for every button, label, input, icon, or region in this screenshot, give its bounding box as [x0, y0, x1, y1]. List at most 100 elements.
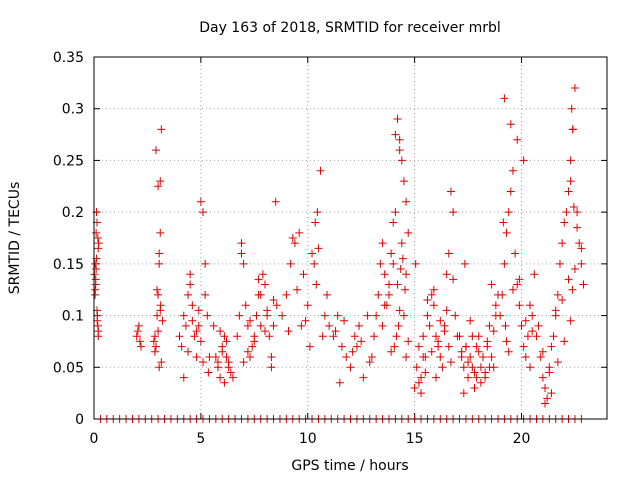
data-point: [93, 316, 102, 325]
data-point: [560, 337, 569, 346]
data-point: [365, 358, 374, 367]
data-point: [272, 301, 281, 310]
data-point: [337, 342, 346, 351]
data-point: [175, 332, 184, 341]
data-point: [577, 244, 586, 253]
data-point: [521, 316, 530, 325]
data-point: [156, 301, 165, 310]
data-point: [513, 280, 522, 289]
data-point: [553, 358, 562, 367]
data-point: [508, 285, 517, 294]
data-point: [177, 342, 186, 351]
x-tick-label: 10: [299, 431, 317, 447]
data-point: [485, 321, 494, 330]
data-point: [151, 146, 160, 155]
data-point: [94, 244, 103, 253]
data-point: [269, 296, 278, 305]
data-point: [564, 187, 573, 196]
data-point: [243, 321, 252, 330]
data-point: [137, 342, 146, 351]
data-point: [555, 259, 564, 268]
data-point: [470, 383, 479, 392]
data-point: [226, 368, 235, 377]
data-point: [398, 254, 407, 263]
data-point: [389, 218, 398, 227]
data-point: [308, 249, 317, 258]
data-point: [290, 239, 299, 248]
data-point: [427, 290, 436, 299]
data-point: [213, 358, 222, 367]
data-point: [566, 316, 575, 325]
data-point: [218, 347, 227, 356]
data-point: [269, 321, 278, 330]
data-point: [199, 358, 208, 367]
data-point: [267, 363, 276, 372]
data-point: [256, 321, 265, 330]
data-point: [432, 332, 440, 341]
data-point: [392, 332, 401, 341]
data-point: [261, 280, 269, 289]
data-point: [256, 290, 265, 299]
data-point: [133, 327, 142, 336]
data-point: [190, 332, 199, 341]
data-point: [502, 337, 511, 346]
data-point: [504, 347, 513, 356]
data-point: [305, 342, 314, 351]
x-tick-labels: 0 5 10 15 20: [90, 431, 531, 447]
data-point: [134, 321, 143, 330]
data-point: [192, 352, 201, 361]
data-point: [459, 389, 468, 398]
data-point: [532, 332, 541, 341]
x-tick-label: 0: [90, 431, 99, 447]
data-point: [468, 332, 477, 341]
data-point: [209, 321, 218, 330]
data-point: [132, 332, 141, 341]
data-point: [184, 347, 193, 356]
data-point: [567, 104, 576, 113]
data-point: [446, 187, 455, 196]
data-point: [194, 321, 203, 330]
data-point: [150, 332, 159, 341]
data-point: [461, 342, 470, 351]
data-point: [157, 125, 166, 134]
data-point: [476, 378, 485, 387]
data-point: [504, 208, 513, 217]
data-point: [393, 115, 402, 124]
data-point: [579, 280, 588, 289]
data-point: [455, 332, 464, 341]
data-point: [188, 301, 197, 310]
data-point: [355, 321, 364, 330]
data-point: [154, 290, 163, 299]
data-point: [155, 259, 164, 268]
data-point: [402, 197, 411, 206]
data-point: [181, 321, 190, 330]
data-point: [396, 265, 405, 274]
x-tick-label: 15: [406, 431, 424, 447]
data-point: [515, 275, 524, 284]
data-point: [352, 342, 361, 351]
data-point: [538, 347, 547, 356]
data-point: [575, 239, 584, 248]
data-point: [267, 352, 276, 361]
data-point: [558, 296, 567, 305]
data-point: [320, 311, 329, 320]
data-point: [149, 337, 158, 346]
data-point: [184, 290, 193, 299]
data-point: [568, 125, 577, 134]
data-point: [359, 373, 368, 382]
data-point: [196, 337, 205, 346]
data-point: [566, 177, 575, 186]
data-point: [331, 327, 340, 336]
data-point: [216, 327, 225, 336]
data-point: [541, 399, 550, 408]
data-point: [204, 368, 213, 377]
y-tick-label: 0.05: [53, 360, 84, 376]
data-point: [517, 321, 526, 330]
data-point: [393, 280, 402, 289]
data-point: [404, 228, 413, 237]
data-point: [350, 332, 359, 341]
data-point: [442, 306, 451, 315]
data-point: [378, 239, 387, 248]
